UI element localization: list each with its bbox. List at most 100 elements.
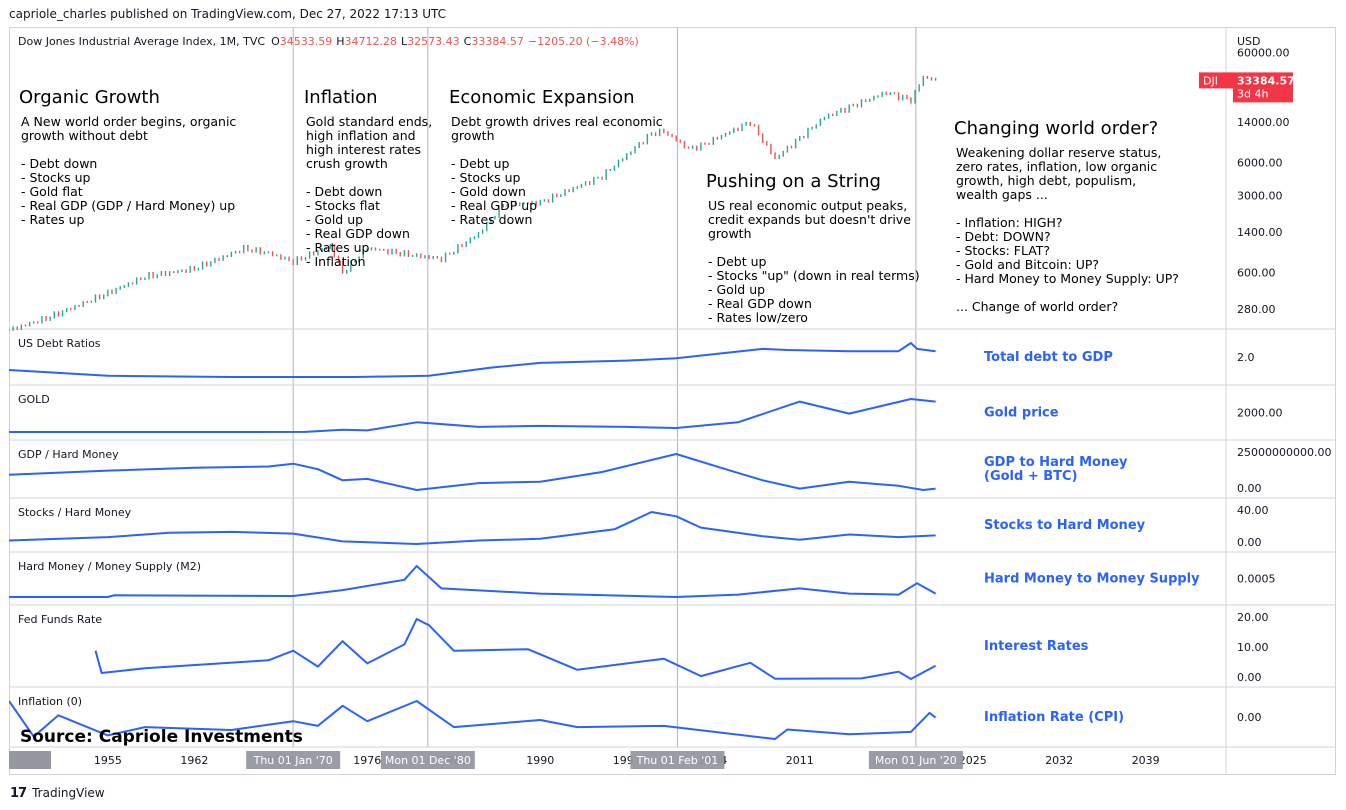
annotation-line: Debt growth drives real economic (451, 114, 663, 129)
countdown-text: 3d 4h (1237, 87, 1268, 100)
chart-canvas[interactable]: US Debt Ratios Total debt to GDP GOLD Gold … (9, 27, 1336, 775)
annotation-line: growth without debt (21, 128, 148, 143)
indicator-series-fed-funds-rate (94, 618, 937, 680)
series-label: Stocks to Hard Money (984, 518, 1146, 533)
time-highlight-box (246, 751, 341, 769)
annotation-line: crush growth (306, 156, 388, 171)
annotation-line: - Debt down (21, 156, 97, 171)
pane-tick: 0.00 (1237, 536, 1262, 549)
last-price-text: 33384.57 (1237, 74, 1295, 87)
pane-tick: 0.00 (1237, 482, 1262, 495)
tradingview-logo-icon: 17 (10, 785, 27, 801)
symbol-badge-text: DJI (1203, 74, 1218, 87)
time-highlight-box (868, 751, 963, 769)
annotation-line: - Gold up (708, 282, 765, 297)
indicator-series-gdp-hard-money (9, 453, 936, 491)
annotation-line: zero rates, inflation, low organic (956, 159, 1157, 174)
annotation-line: Weakening dollar reserve status, (956, 145, 1161, 160)
time-tick: 1990 (526, 754, 554, 767)
annotation-title-inflation: Inflation (304, 87, 378, 108)
pane-tick: 2000.00 (1237, 407, 1283, 420)
annotation-title-expansion: Economic Expansion (449, 87, 635, 108)
pane-tick: 20.00 (1237, 611, 1269, 624)
pane-tick: 0.00 (1237, 671, 1262, 684)
annotation-line: - Hard Money to Money Supply: UP? (956, 271, 1179, 286)
annotation-line: - Real GDP down (708, 296, 812, 311)
annotation-line: - Stocks: FLAT? (956, 243, 1050, 258)
annotation-line: credit expands but doesn't drive (708, 212, 911, 227)
series-label: Interest Rates (984, 639, 1089, 654)
time-tick: 1955 (94, 754, 122, 767)
annotation-line: - Stocks flat (306, 198, 380, 213)
annotation-line: - Rates low/zero (708, 310, 808, 325)
annotation-line: Gold standard ends, (306, 114, 432, 129)
pane-tick: 2.0 (1237, 351, 1255, 364)
pane-tick: 0.0005 (1237, 573, 1276, 586)
annotation-line: wealth gaps ... (956, 187, 1048, 202)
last-price-badge (1233, 72, 1293, 103)
indicator-series-us-debt-ratios (9, 342, 936, 378)
pane-title: GOLD (18, 393, 50, 406)
annotation-line: growth, high debt, populism, (956, 173, 1136, 188)
annotation-line: ... Change of world order? (956, 299, 1118, 314)
time-tick: 1976 (353, 754, 381, 767)
time-tick: 2032 (1045, 754, 1073, 767)
chart-frame (9, 27, 1336, 775)
footer-brand[interactable]: TradingView (32, 786, 105, 800)
annotation-line: - Stocks up (451, 170, 520, 185)
series-label: Hard Money to Money Supply (984, 572, 1200, 587)
series-label: Total debt to GDP (984, 350, 1113, 365)
series-label: (Gold + BTC) (984, 469, 1078, 484)
annotation-line: - Debt down (306, 184, 382, 199)
pane-title: Fed Funds Rate (18, 613, 102, 626)
annotation-line: - Debt up (708, 254, 767, 269)
annotation-line: high interest rates (306, 142, 421, 157)
price-tick: 6000.00 (1237, 156, 1283, 169)
indicator-series-inflation-0- (9, 700, 937, 740)
symbol-badge (1199, 72, 1233, 89)
time-highlight-box (630, 751, 725, 769)
annotation-line: - Stocks up (21, 170, 90, 185)
annotation-line: - Gold up (306, 212, 363, 227)
time-tick: 2039 (1132, 754, 1160, 767)
series-label: GDP to Hard Money (984, 455, 1128, 470)
price-tick: 600.00 (1237, 266, 1276, 279)
time-highlight-box (380, 751, 475, 769)
annotation-line: - Real GDP (GDP / Hard Money) up (21, 198, 235, 213)
annotation-title-string: Pushing on a String (706, 171, 881, 192)
pane-tick: 25000000000.00 (1237, 446, 1331, 459)
pane-title: Hard Money / Money Supply (M2) (18, 560, 201, 573)
time-highlight-box (9, 751, 51, 769)
annotation-line: - Stocks "up" (down in real terms) (708, 268, 920, 283)
price-tick: 3000.00 (1237, 190, 1283, 203)
time-highlight-label: Mon 01 Jun '20 (875, 754, 957, 767)
annotation-line: - Gold flat (21, 184, 83, 199)
series-label: Gold price (984, 406, 1059, 421)
annotation-line: A New world order begins, organic (21, 114, 236, 129)
annotation-line: growth (708, 226, 752, 241)
price-tick: 60000.00 (1237, 46, 1290, 59)
annotation-line: - Debt: DOWN? (956, 229, 1051, 244)
annotation-title-world: Changing world order? (954, 118, 1158, 139)
annotation-line: - Inflation (306, 254, 366, 269)
indicator-series-gold (9, 398, 936, 433)
time-highlight-label: Mon 01 Dec '80 (385, 754, 471, 767)
pane-title: US Debt Ratios (18, 337, 101, 350)
price-tick: 280.00 (1237, 303, 1276, 316)
pane-title: Inflation (0) (18, 695, 82, 708)
series-label: Inflation Rate (CPI) (984, 710, 1124, 725)
annotation-line: - Rates up (21, 212, 85, 227)
annotation-line: - Real GDP up (451, 198, 537, 213)
annotation-title-organic: Organic Growth (19, 87, 160, 108)
indicator-series-hard-money-money-supply-m2- (9, 565, 937, 598)
annotation-line: US real economic output peaks, (708, 198, 907, 213)
time-tick: 2025 (959, 754, 987, 767)
pane-tick: 10.00 (1237, 641, 1269, 654)
pane-title: Stocks / Hard Money (18, 506, 132, 519)
source-caption: Source: Capriole Investments (20, 727, 303, 747)
pane-tick: 0.00 (1237, 711, 1262, 724)
time-highlight-label: Thu 01 Feb '01 (636, 754, 719, 767)
time-tick: 1962 (180, 754, 208, 767)
time-tick: 2011 (786, 754, 814, 767)
symbol-ohlc-line: Dow Jones Industrial Average Index, 1M, … (18, 35, 639, 48)
